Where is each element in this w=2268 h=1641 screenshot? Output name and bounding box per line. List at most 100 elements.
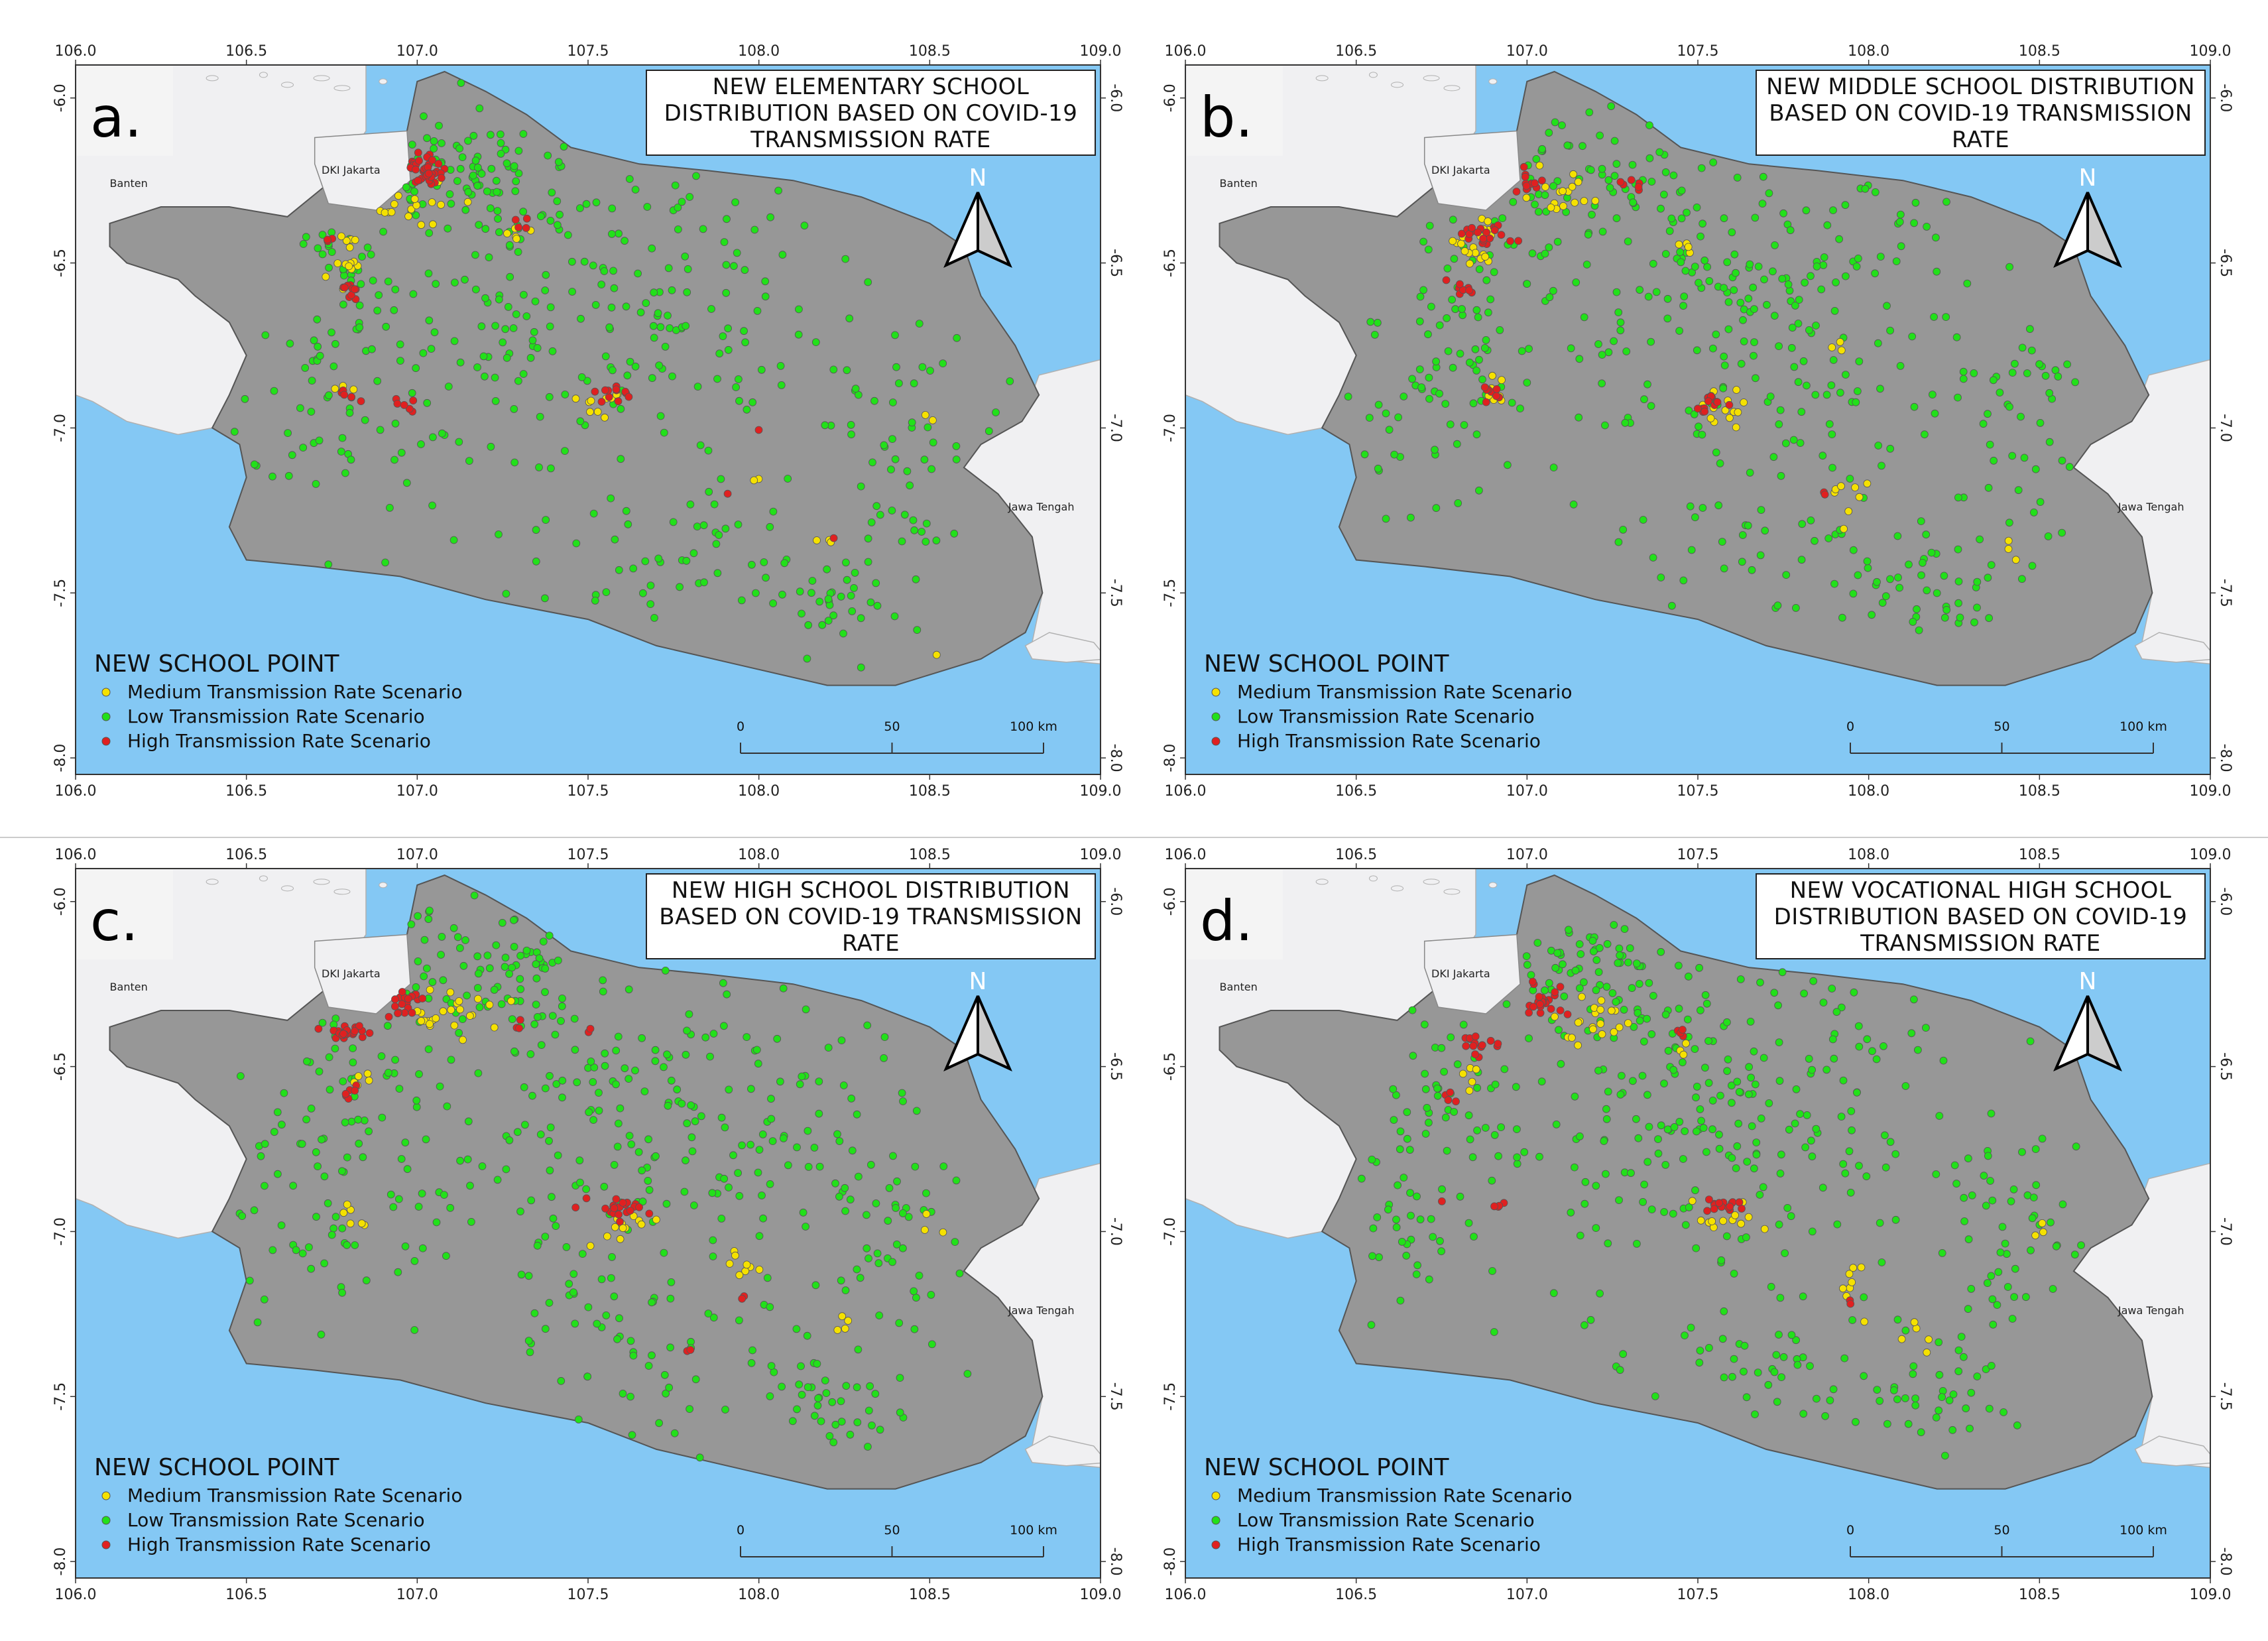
- x-tick-label-top: 106.0: [1165, 847, 1207, 863]
- school-point-green: [851, 385, 860, 393]
- school-point-green: [1695, 1359, 1704, 1367]
- school-point-green: [2009, 1185, 2018, 1193]
- school-point-green: [648, 374, 656, 383]
- school-point-green: [1594, 968, 1603, 976]
- school-point-green: [912, 1294, 920, 1302]
- school-point-green: [414, 957, 422, 965]
- school-point-yellow: [363, 1069, 372, 1078]
- school-point-green: [1643, 1091, 1651, 1099]
- jawa-tengah-label: Jawa Tengah: [2118, 1304, 2184, 1317]
- school-point-yellow: [426, 986, 434, 994]
- school-point-green: [602, 1311, 611, 1319]
- school-point-green: [420, 936, 429, 944]
- school-point-yellow: [1744, 1213, 1753, 1221]
- school-point-green: [528, 1091, 536, 1100]
- school-point-yellow: [921, 1226, 929, 1234]
- school-point-green: [481, 294, 489, 302]
- school-point-green: [851, 569, 859, 577]
- school-point-green: [1525, 1034, 1533, 1042]
- school-point-green: [1807, 517, 1815, 524]
- school-point-green: [1811, 536, 1819, 545]
- school-point-green: [375, 291, 383, 300]
- school-point-yellow: [1721, 406, 1730, 414]
- school-point-green: [746, 1140, 754, 1149]
- school-point-green: [643, 203, 652, 211]
- school-point-green: [1829, 356, 1838, 364]
- school-point-green: [1575, 1132, 1584, 1140]
- school-point-green: [829, 365, 838, 374]
- school-point-green: [2023, 369, 2031, 377]
- school-point-green: [666, 1343, 674, 1352]
- school-point-green: [644, 1362, 653, 1370]
- school-point-green: [582, 200, 591, 208]
- school-point-red: [398, 1000, 406, 1008]
- school-point-green: [1964, 1154, 1972, 1163]
- north-label: N: [969, 968, 987, 995]
- legend-marker: [101, 1516, 111, 1525]
- school-point-green: [660, 1248, 668, 1257]
- school-point-red: [340, 391, 349, 399]
- school-point-green: [1740, 1367, 1748, 1376]
- school-point-green: [656, 323, 665, 332]
- school-point-green: [627, 1140, 636, 1148]
- school-point-green: [1733, 1142, 1742, 1150]
- school-point-red: [412, 165, 420, 174]
- school-point-green: [446, 190, 454, 198]
- school-point-green: [1416, 292, 1425, 301]
- school-point-green: [269, 472, 276, 481]
- school-point-green: [1373, 318, 1382, 327]
- x-tick-label-bottom: 109.0: [2190, 1587, 2232, 1603]
- school-point-green: [548, 188, 556, 197]
- school-point-green: [379, 227, 387, 236]
- school-point-green: [1429, 1233, 1437, 1241]
- school-point-green: [1645, 1123, 1653, 1131]
- school-point-green: [1973, 603, 1981, 612]
- school-point-green: [1596, 1290, 1604, 1298]
- school-point-red: [1482, 228, 1491, 237]
- y-tick-label-left: -8.0: [1162, 744, 1179, 772]
- school-point-red: [1455, 280, 1464, 288]
- school-point-green: [1828, 463, 1836, 472]
- school-point-green: [1640, 1038, 1648, 1046]
- school-point-green: [513, 1128, 522, 1136]
- school-point-green: [558, 1076, 567, 1085]
- x-tick-label-top: 108.0: [738, 847, 780, 863]
- school-point-green: [645, 1185, 654, 1194]
- school-point-green: [1984, 483, 1993, 492]
- y-tick-label-left: -6.5: [52, 249, 69, 277]
- school-point-green: [1812, 322, 1820, 330]
- y-tick-label-right: -6.5: [2217, 1052, 2234, 1081]
- school-point-yellow: [587, 396, 595, 405]
- school-point-green: [766, 213, 774, 221]
- school-point-green: [906, 481, 914, 490]
- school-point-green: [1913, 1046, 1922, 1054]
- school-point-green: [680, 1187, 689, 1196]
- school-point-green: [1802, 381, 1811, 390]
- school-point-green: [261, 331, 270, 339]
- school-point-yellow: [586, 408, 594, 416]
- y-tick-label-right: -7.0: [1107, 1217, 1124, 1246]
- school-point-green: [1985, 614, 1994, 623]
- school-point-green: [1702, 999, 1711, 1008]
- school-point-yellow: [611, 1223, 619, 1231]
- school-point-yellow: [1461, 247, 1469, 255]
- y-tick-label-right: -6.0: [2217, 887, 2234, 916]
- x-tick-label-top: 108.5: [2019, 847, 2060, 863]
- school-point-red: [1480, 383, 1489, 391]
- x-tick-label-bottom: 107.0: [396, 783, 438, 800]
- school-point-green: [1848, 1126, 1856, 1134]
- school-point-green: [903, 467, 912, 475]
- school-point-green: [1647, 178, 1656, 186]
- school-point-green: [315, 1067, 324, 1075]
- x-tick-label-top: 107.5: [567, 43, 609, 60]
- school-point-green: [495, 228, 503, 237]
- school-point-green: [1723, 1067, 1732, 1075]
- x-tick-label-bottom: 109.0: [1080, 1587, 1122, 1603]
- school-point-green: [1466, 1135, 1474, 1144]
- school-point-green: [779, 984, 788, 993]
- school-point-green: [1390, 1116, 1398, 1124]
- school-point-green: [470, 891, 479, 900]
- school-point-green: [868, 1421, 876, 1429]
- school-point-red: [418, 995, 427, 1003]
